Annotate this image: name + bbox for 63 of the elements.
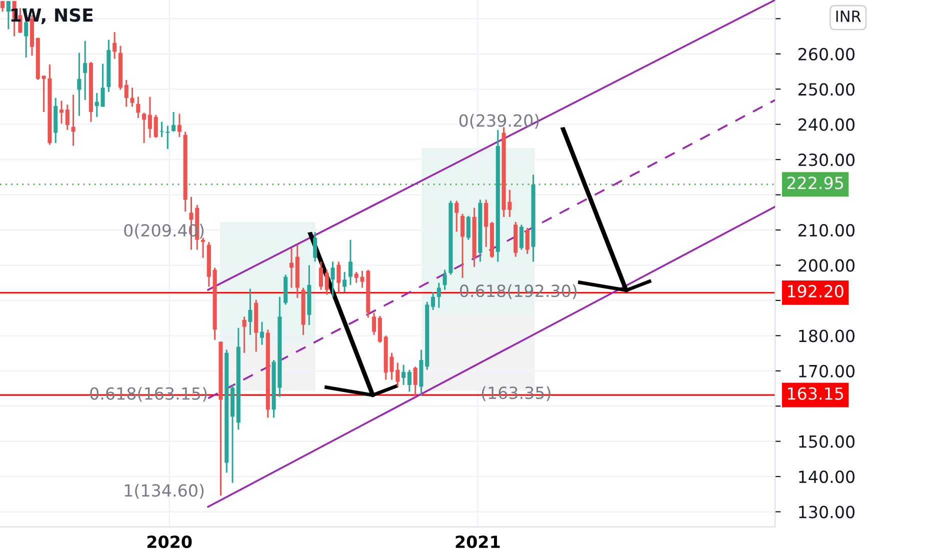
candlestick xyxy=(336,260,341,294)
candlestick xyxy=(142,112,146,144)
candlestick xyxy=(248,288,252,336)
x-tick-label: 2021 xyxy=(456,536,500,548)
annotation: 0(239.20) xyxy=(459,114,539,129)
y-tick-label: 150.00 xyxy=(799,435,854,448)
y-tick-label: 200.00 xyxy=(798,259,854,272)
candlestick xyxy=(436,282,441,309)
y-tick-label: 250.00 xyxy=(798,83,854,96)
candlestick xyxy=(77,52,82,117)
candlestick xyxy=(484,198,488,248)
candlestick xyxy=(124,79,128,108)
ref-line-label: 222.95 xyxy=(787,176,844,190)
y-tick-label: 210.00 xyxy=(798,224,854,237)
y-tick-label: 260.00 xyxy=(798,48,854,60)
y-tick-label: 230.00 xyxy=(798,154,854,166)
y-tick-label: 130.00 xyxy=(799,506,854,518)
candlestick xyxy=(372,312,376,336)
candlestick xyxy=(466,215,470,241)
candlestick xyxy=(100,62,105,108)
candlestick xyxy=(177,113,182,138)
candlestick xyxy=(442,269,447,291)
candlestick xyxy=(260,321,264,346)
y-tick-label: 180.00 xyxy=(799,330,854,342)
candlestick xyxy=(525,227,530,255)
y-tick-label: 240.00 xyxy=(798,118,854,131)
candlestick xyxy=(324,269,329,296)
candlestick xyxy=(318,260,323,291)
y-tick-label: 140.00 xyxy=(799,470,854,484)
text: INR xyxy=(836,10,861,22)
candlestick xyxy=(166,124,170,150)
candlestick xyxy=(59,100,64,124)
candlestick xyxy=(83,40,88,101)
candlestick xyxy=(130,86,134,108)
x-tick-label: 2020 xyxy=(147,536,192,548)
y-tick-label: 170.00 xyxy=(799,364,854,378)
candlestick xyxy=(71,94,76,147)
candlestick xyxy=(430,291,436,311)
ref-line-label: 192.20 xyxy=(788,284,844,298)
candlestick xyxy=(242,316,246,354)
candlestick xyxy=(330,260,335,298)
candlestick xyxy=(413,366,418,398)
candlestick xyxy=(313,231,318,262)
candlestick xyxy=(94,92,99,118)
candlestick xyxy=(519,224,524,250)
candlestick xyxy=(289,247,294,289)
candlestick xyxy=(6,0,10,30)
candlestick xyxy=(154,114,158,138)
candlestick xyxy=(454,200,459,233)
annotation: 1(134.60) xyxy=(124,484,204,499)
candlestick xyxy=(65,104,70,131)
candlestick xyxy=(136,96,140,119)
candlestick xyxy=(407,369,412,392)
candlestick xyxy=(172,111,176,132)
candlestick xyxy=(402,364,406,386)
candlestick xyxy=(342,271,347,293)
candlestick xyxy=(148,96,152,138)
candlestick xyxy=(460,213,465,279)
candlestick xyxy=(348,239,352,286)
ref-line-label: 163.15 xyxy=(788,387,844,400)
candlestick xyxy=(0,0,5,12)
candlestick xyxy=(112,31,117,60)
candlestick xyxy=(378,315,382,344)
